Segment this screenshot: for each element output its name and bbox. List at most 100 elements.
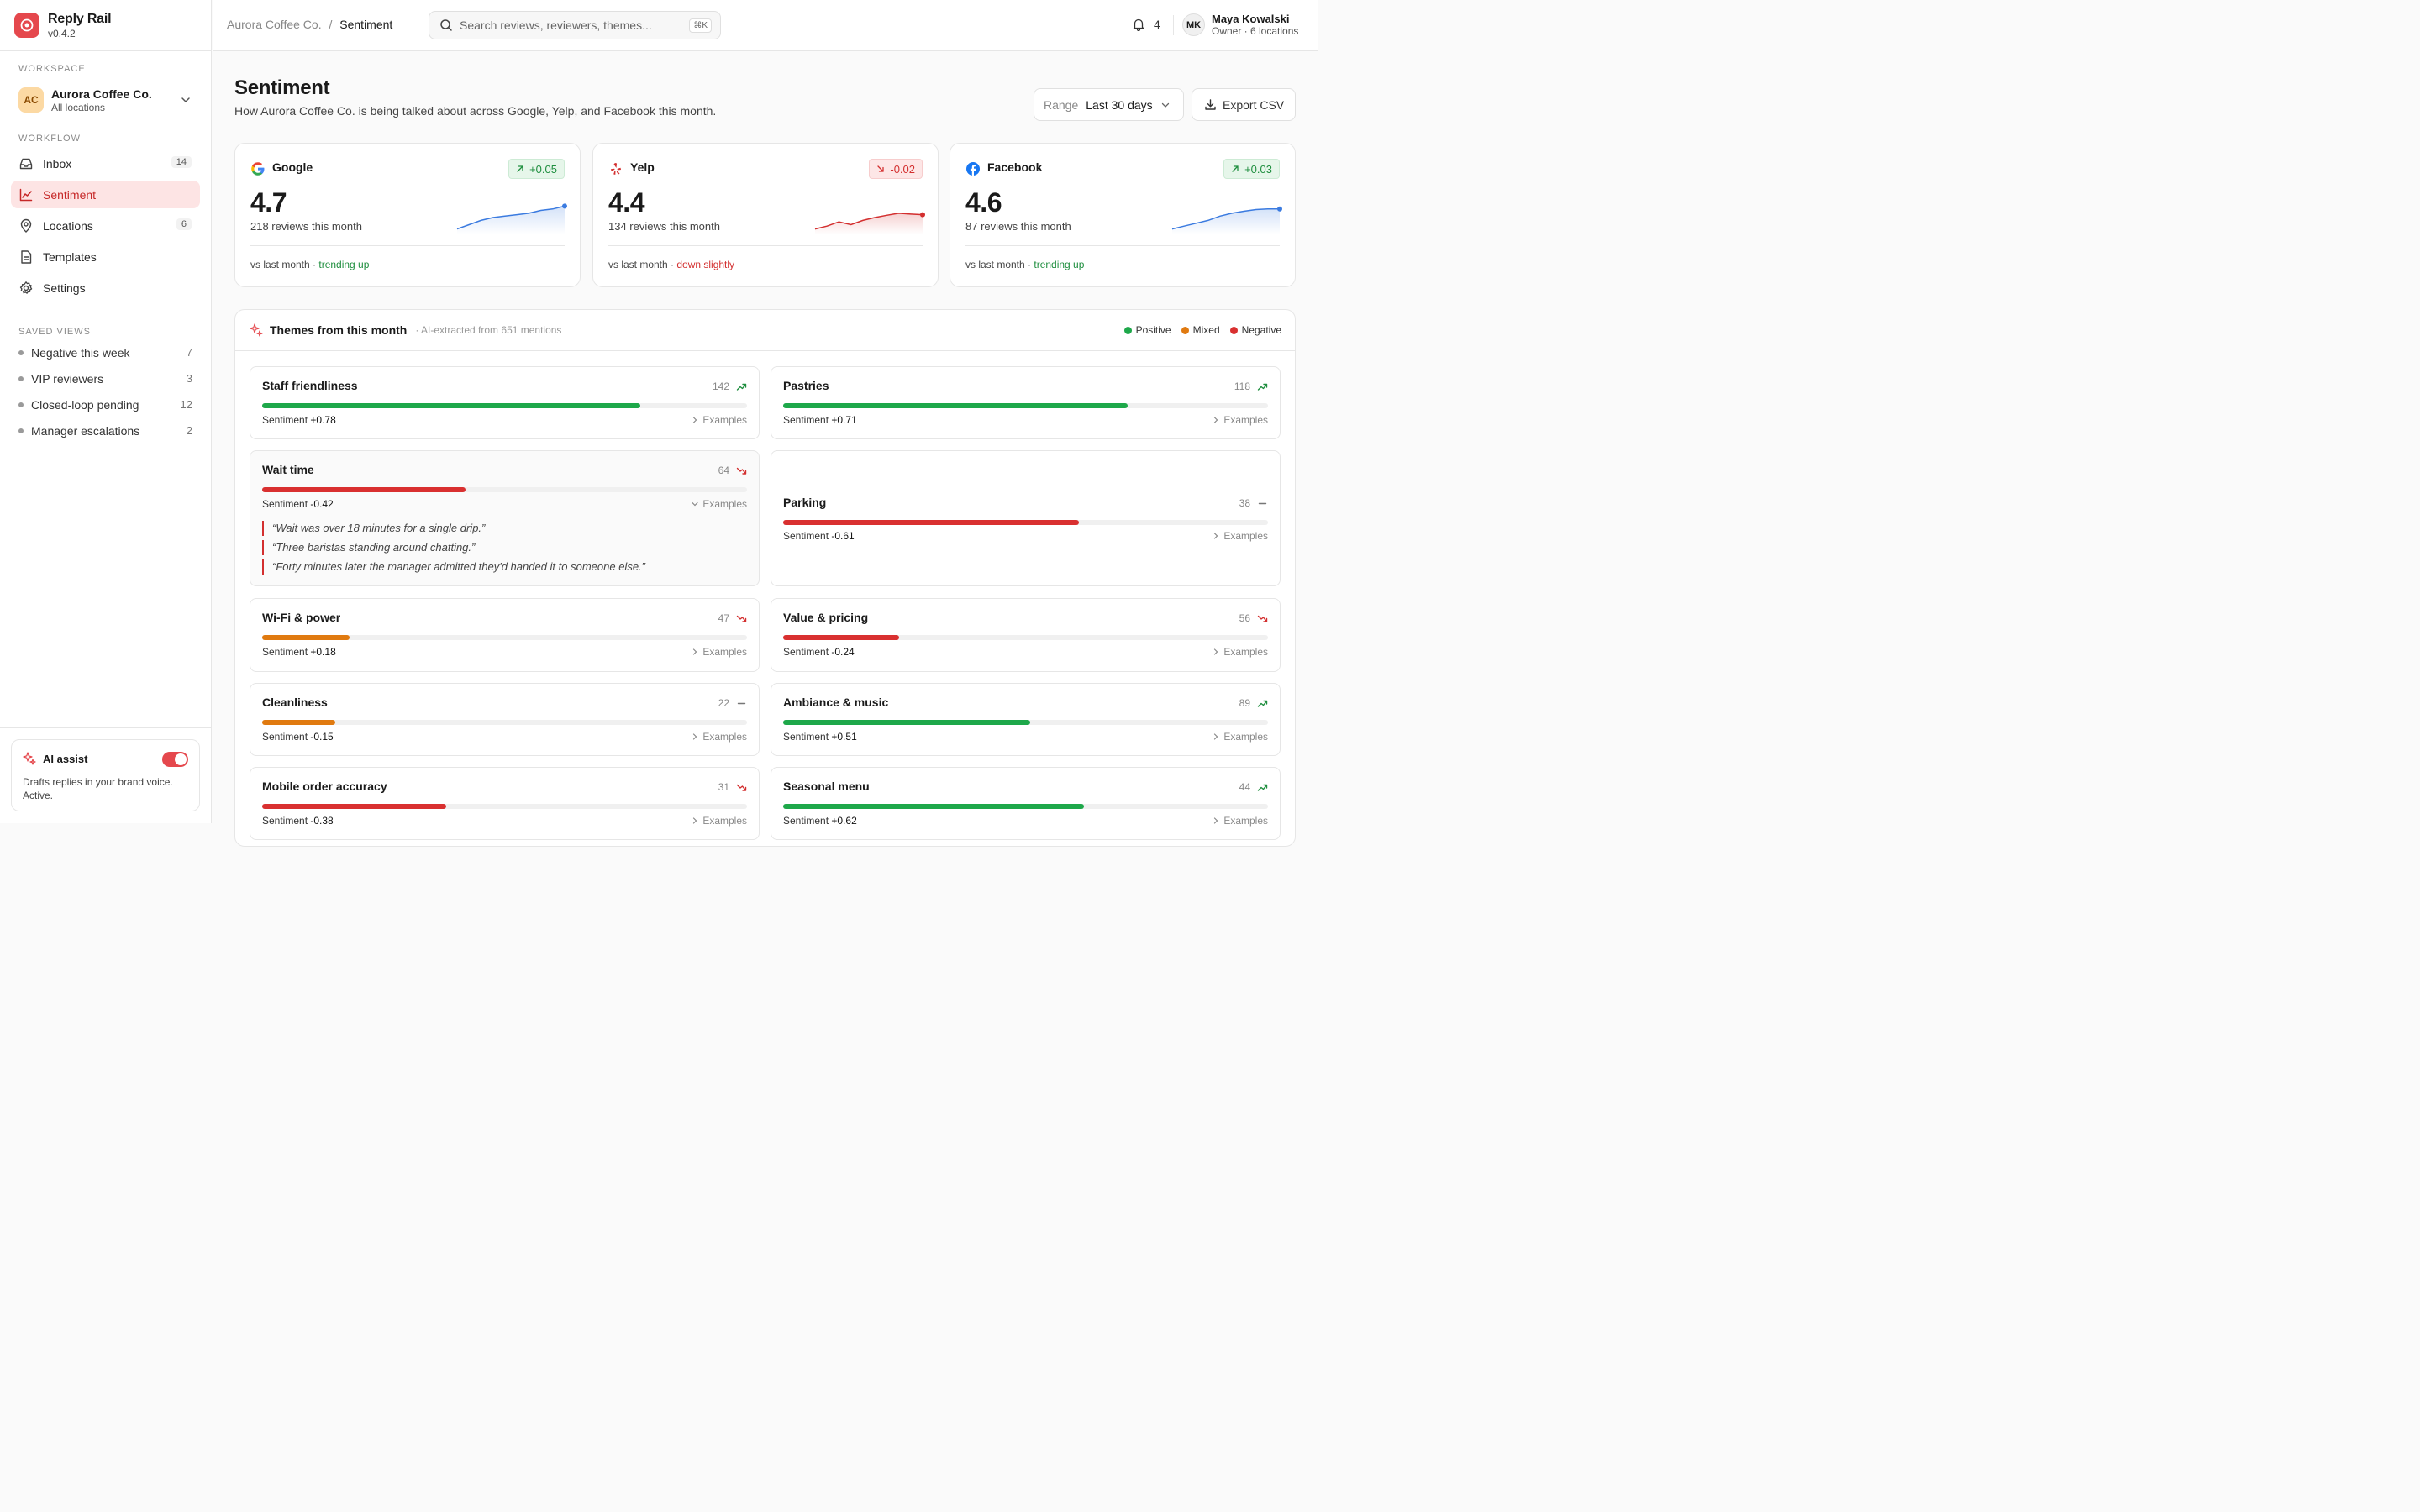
platform-card-yelp[interactable]: Yelp -0.02 4.4 134 reviews this month vs… xyxy=(592,143,939,287)
platform-name: Facebook xyxy=(987,160,1043,174)
mention-count: 118 xyxy=(1234,381,1268,392)
trend-down-icon xyxy=(1257,615,1268,622)
bell-icon xyxy=(1133,18,1144,31)
sentiment-bar-fill xyxy=(783,720,1031,725)
app-version: v0.4.2 xyxy=(48,27,76,39)
platform-card-google[interactable]: Google +0.05 4.7 218 reviews this month … xyxy=(234,143,581,287)
workspace-section-label: WORKSPACE xyxy=(18,64,86,74)
sentiment-bar-fill xyxy=(783,403,1128,408)
rating-delta-badge: +0.03 xyxy=(1223,159,1280,179)
examples-label: Examples xyxy=(702,498,747,510)
sentiment-value: -0.61 xyxy=(831,530,855,542)
theme-card[interactable]: Wait time 64 Sentiment -0.42 Examples “Wait … xyxy=(250,450,760,586)
brand[interactable]: Reply Rail v0.4.2 xyxy=(0,0,211,51)
notifications-button[interactable]: 4 xyxy=(1132,18,1160,31)
saved-views-section-label: SAVED VIEWS xyxy=(18,327,91,337)
theme-name: Parking xyxy=(783,496,827,509)
examples-toggle[interactable]: Examples xyxy=(1212,530,1268,542)
sidebar-item-label: Sentiment xyxy=(43,187,97,202)
examples-toggle[interactable]: Examples xyxy=(1212,731,1268,743)
sidebar-item-settings[interactable]: Settings xyxy=(11,274,200,302)
platform-rating: 4.6 xyxy=(965,187,1002,218)
ai-assist-toggle[interactable] xyxy=(162,752,188,767)
sidebar-item-inbox[interactable]: Inbox 14 xyxy=(11,150,200,177)
rating-delta: +0.05 xyxy=(529,162,557,176)
sentiment-bar-fill xyxy=(262,804,447,809)
theme-card[interactable]: Cleanliness 22 Sentiment -0.15 Examples xyxy=(250,683,760,756)
examples-label: Examples xyxy=(1223,815,1268,827)
sentiment-score: Sentiment +0.71 xyxy=(783,414,857,426)
examples-toggle[interactable]: Examples xyxy=(691,646,747,658)
divider xyxy=(250,245,565,246)
themes-header: Themes from this month · AI-extracted fr… xyxy=(235,310,1295,351)
chevron-right-icon xyxy=(1214,417,1218,423)
comparison-text: vs last month · down slightly xyxy=(608,259,734,270)
examples-toggle[interactable]: Examples xyxy=(1212,646,1268,658)
review-count: 134 reviews this month xyxy=(608,220,720,233)
themes-subtitle: · AI-extracted from 651 mentions xyxy=(415,324,562,336)
workspace-switcher[interactable]: AC Aurora Coffee Co. All locations xyxy=(11,81,200,118)
theme-card[interactable]: Seasonal menu 44 Sentiment +0.62 Examples xyxy=(771,767,1281,840)
sentiment-label: Sentiment xyxy=(783,731,829,743)
arrow-down-right-icon xyxy=(877,165,885,172)
sidebar-item-locations[interactable]: Locations 6 xyxy=(11,212,200,239)
theme-card[interactable]: Wi-Fi & power 47 Sentiment +0.18 Examples xyxy=(250,598,760,672)
examples-toggle[interactable]: Examples xyxy=(1212,414,1268,426)
mention-count: 31 xyxy=(718,781,747,793)
user-menu[interactable]: MK Maya Kowalski Owner · 6 locations xyxy=(1182,13,1298,37)
theme-card[interactable]: Ambiance & music 89 Sentiment +0.51 Example… xyxy=(771,683,1281,756)
search-input[interactable]: Search reviews, reviewers, themes... ⌘K xyxy=(429,11,721,39)
theme-card[interactable]: Mobile order accuracy 31 Sentiment -0.38 Ex… xyxy=(250,767,760,840)
sentiment-label: Sentiment xyxy=(262,498,308,510)
sentiment-label: Sentiment xyxy=(783,815,829,827)
themes-panel: Themes from this month · AI-extracted fr… xyxy=(234,309,1296,847)
trend-text: trending up xyxy=(318,259,370,270)
sentiment-value: +0.71 xyxy=(831,414,857,426)
saved-view-item[interactable]: Negative this week 7 xyxy=(18,339,192,365)
trend-text: down slightly xyxy=(676,259,735,270)
mention-count-value: 118 xyxy=(1234,381,1250,392)
sentiment-score: Sentiment -0.42 xyxy=(262,498,334,510)
range-select[interactable]: Range Last 30 days xyxy=(1034,88,1184,121)
download-icon xyxy=(1205,99,1216,110)
rating-delta-badge: +0.05 xyxy=(508,159,565,179)
sparkline-area xyxy=(457,206,565,234)
theme-card[interactable]: Parking 38 Sentiment -0.61 Examples xyxy=(771,450,1281,586)
saved-view-item[interactable]: Manager escalations 2 xyxy=(18,417,192,444)
sentiment-bar-fill xyxy=(262,487,466,492)
trend-up-icon xyxy=(1257,784,1268,791)
examples-toggle[interactable]: Examples xyxy=(691,731,747,743)
theme-name: Seasonal menu xyxy=(783,780,870,793)
sentiment-label: Sentiment xyxy=(783,646,829,658)
sidebar-item-sentiment[interactable]: Sentiment xyxy=(11,181,200,208)
sentiment-score: Sentiment -0.15 xyxy=(262,731,334,743)
comparison-label: vs last month · xyxy=(608,259,677,270)
examples-toggle[interactable]: Examples xyxy=(691,414,747,426)
theme-name: Staff friendliness xyxy=(262,379,358,392)
breadcrumb-parent[interactable]: Aurora Coffee Co. xyxy=(227,18,322,31)
examples-toggle[interactable]: Examples xyxy=(1212,815,1268,827)
sentiment-score: Sentiment +0.18 xyxy=(262,646,336,658)
sidebar-item-templates[interactable]: Templates xyxy=(11,243,200,270)
saved-view-label: Closed-loop pending xyxy=(31,397,139,412)
theme-card[interactable]: Value & pricing 56 Sentiment -0.24 Examples xyxy=(771,598,1281,672)
sentiment-label: Sentiment xyxy=(783,530,829,542)
sentiment-value: +0.62 xyxy=(831,815,857,827)
platform-card-facebook[interactable]: Facebook +0.03 4.6 87 reviews this month… xyxy=(950,143,1296,287)
saved-view-item[interactable]: VIP reviewers 3 xyxy=(18,365,192,391)
rating-delta: -0.02 xyxy=(890,162,915,176)
theme-card[interactable]: Pastries 118 Sentiment +0.71 Examples xyxy=(771,366,1281,439)
theme-name: Wi-Fi & power xyxy=(262,611,341,624)
mention-count-value: 38 xyxy=(1239,497,1250,509)
sentiment-bar-fill xyxy=(262,403,641,408)
examples-toggle[interactable]: Examples xyxy=(691,815,747,827)
comparison-text: vs last month · trending up xyxy=(965,259,1084,270)
examples-label: Examples xyxy=(1223,731,1268,743)
saved-view-item[interactable]: Closed-loop pending 12 xyxy=(18,391,192,417)
avatar: MK xyxy=(1182,13,1205,36)
legend-item-mixed: Mixed xyxy=(1181,324,1220,336)
examples-toggle[interactable]: Examples xyxy=(691,498,747,510)
main-content: Sentiment How Aurora Coffee Co. is being… xyxy=(213,51,1318,847)
theme-card[interactable]: Staff friendliness 142 Sentiment +0.78 Exam… xyxy=(250,366,760,439)
export-csv-button[interactable]: Export CSV xyxy=(1192,88,1296,121)
